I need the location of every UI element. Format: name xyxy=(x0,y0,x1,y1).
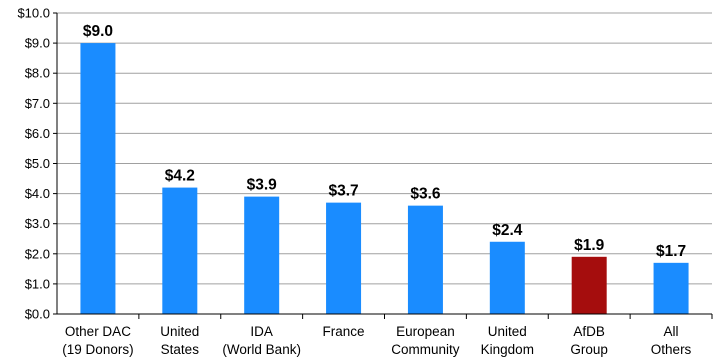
gridlines xyxy=(57,12,712,285)
bar xyxy=(571,256,607,314)
x-category-label: All xyxy=(664,324,679,339)
x-category-label: (19 Donors) xyxy=(62,342,133,357)
x-category-label: United xyxy=(488,324,527,339)
y-tick-label: $2.0 xyxy=(25,246,50,261)
bar xyxy=(80,43,116,314)
bar xyxy=(244,196,280,314)
y-tick-label: $7.0 xyxy=(25,96,50,111)
bar-value-label: $3.7 xyxy=(328,183,358,200)
y-tick-label: $6.0 xyxy=(25,126,50,141)
y-tick-label: $3.0 xyxy=(25,216,50,231)
x-category-label: (World Bank) xyxy=(222,342,301,357)
bar-value-label: $1.9 xyxy=(574,237,605,254)
bar-value-label: $1.7 xyxy=(656,243,686,260)
y-tick-label: $1.0 xyxy=(25,276,50,291)
x-category-label: Others xyxy=(651,342,692,357)
y-tick-label: $4.0 xyxy=(25,186,50,201)
bar-value-label: $2.4 xyxy=(492,222,523,239)
x-category-label: AfDB xyxy=(573,324,605,339)
y-tick-label: $8.0 xyxy=(25,66,50,81)
bar xyxy=(407,205,443,314)
bar xyxy=(326,202,362,314)
bar-value-label: $4.2 xyxy=(165,168,195,185)
x-category-label: States xyxy=(161,342,200,357)
bar xyxy=(489,241,525,314)
x-axis-category-labels: Other DAC (19 Donors) United States IDA (Worl… xyxy=(62,324,691,357)
bar-value-label: $3.9 xyxy=(247,177,278,194)
x-category-label: Community xyxy=(391,342,460,357)
x-category-label: United xyxy=(160,324,199,339)
y-tick-label: $5.0 xyxy=(25,156,50,171)
x-category-label: Kingdom xyxy=(481,342,534,357)
axes xyxy=(56,13,713,319)
bar-value-label: $9.0 xyxy=(83,23,113,40)
y-tick-label: $10.0 xyxy=(17,6,50,21)
x-category-label: IDA xyxy=(250,324,273,339)
y-tick-label: $9.0 xyxy=(25,36,50,51)
x-category-label: Other DAC xyxy=(65,324,131,339)
y-tick-label: $0.0 xyxy=(25,307,50,322)
data-labels: $9.0 $4.2 $3.9 $3.7 $3.6 $2.4 $1.9 $1.7 xyxy=(83,23,686,260)
x-category-label: Group xyxy=(570,342,608,357)
bar xyxy=(653,262,689,314)
bar xyxy=(162,187,198,314)
x-category-label: European xyxy=(396,324,455,339)
bars xyxy=(80,43,689,314)
y-axis-ticks: $0.0 $1.0 $2.0 $3.0 $4.0 $5.0 $6.0 $7.0 $8.0 $9.0… xyxy=(17,6,57,322)
x-category-label: France xyxy=(323,324,365,339)
bar-value-label: $3.6 xyxy=(410,186,441,203)
